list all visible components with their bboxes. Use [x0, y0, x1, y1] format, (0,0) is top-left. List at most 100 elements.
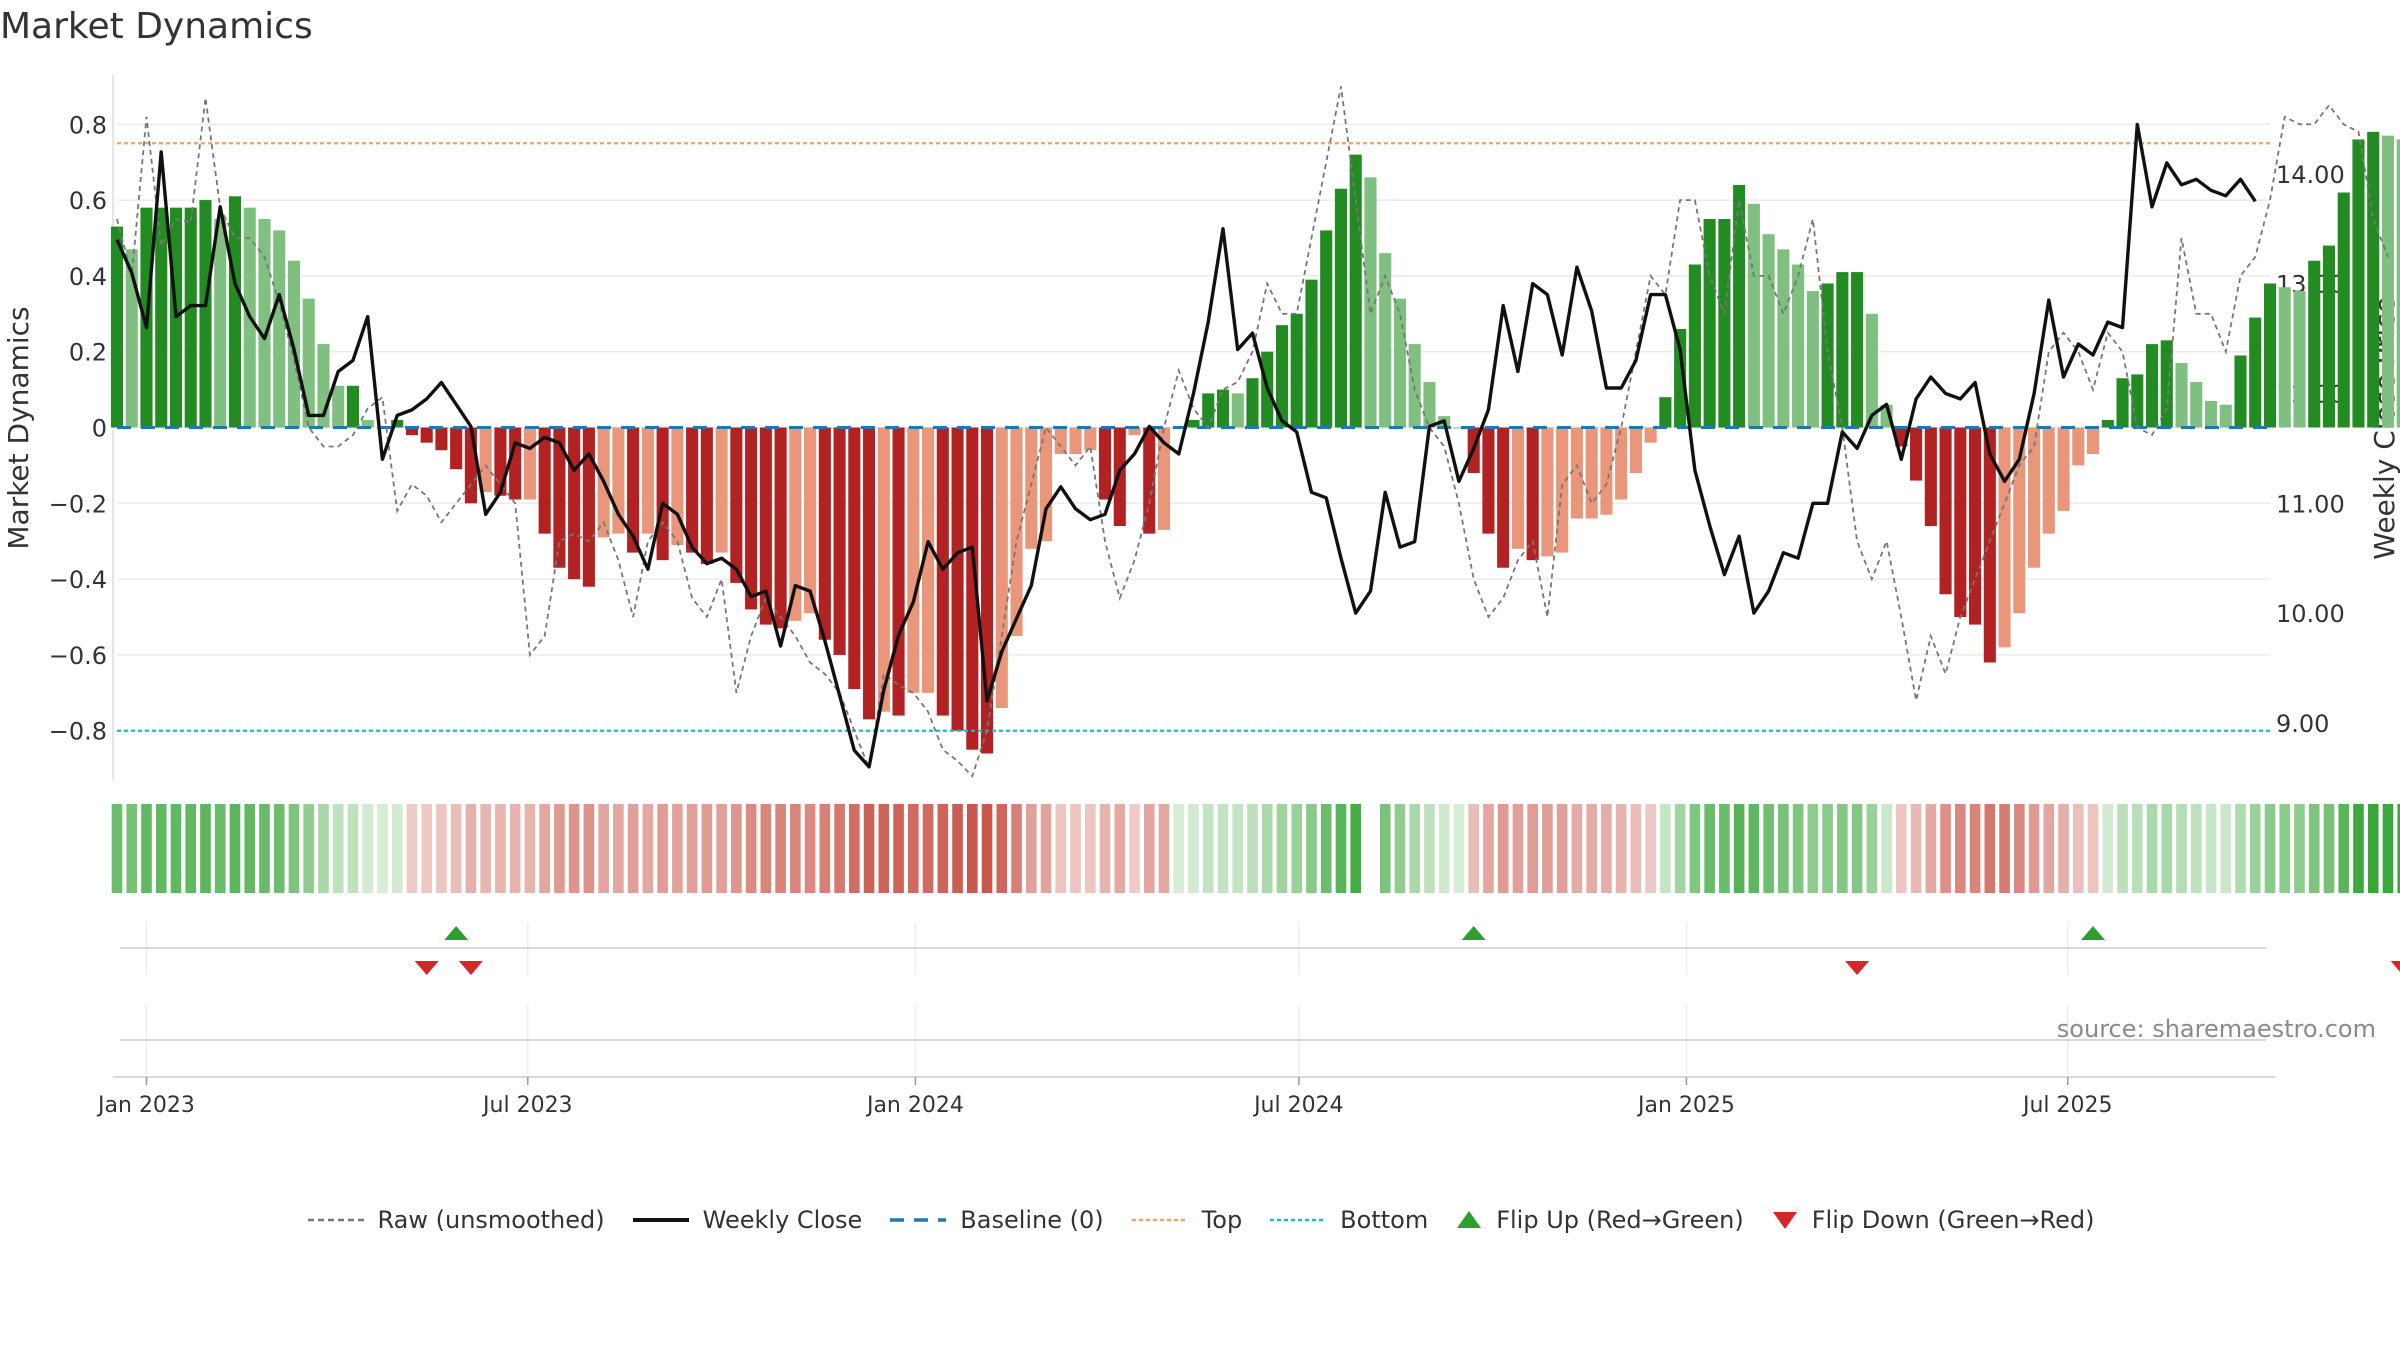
- heat-strip-cell: [996, 804, 1008, 893]
- heat-strip-cell: [1143, 804, 1155, 893]
- heat-strip-cell: [2043, 804, 2055, 893]
- bar: [1806, 291, 1819, 428]
- x-tick-label: Jul 2024: [1252, 1093, 1344, 1118]
- bar: [2042, 427, 2055, 534]
- heat-strip-cell: [1158, 804, 1170, 893]
- heat-strip-cell: [1807, 804, 1819, 893]
- bar: [951, 427, 964, 731]
- heat-strip-cell: [775, 804, 786, 893]
- bar: [715, 427, 728, 553]
- heat-strip-cell: [303, 804, 315, 893]
- heat-strip-cell: [1999, 804, 2010, 893]
- heat-strip-cell: [480, 804, 491, 893]
- heat-strip-cell: [716, 804, 727, 893]
- bar: [656, 427, 669, 561]
- heat-strip-cell: [1866, 804, 1878, 893]
- heat-strip-cell: [1438, 804, 1450, 893]
- heat-strip-cell: [2013, 804, 2025, 893]
- heat-strip-cell: [849, 804, 860, 893]
- legend: Raw (unsmoothed) Weekly Close Baseline (…: [0, 1206, 2400, 1234]
- bar: [1939, 427, 1952, 595]
- heat-strip-cell: [2102, 804, 2114, 893]
- heat-strip-cell: [1778, 804, 1789, 893]
- heat-strip-cell: [1571, 804, 1583, 893]
- legend-item-baseline: Baseline (0): [888, 1206, 1104, 1234]
- heat-strip-cell: [1542, 804, 1553, 893]
- bar: [1010, 427, 1023, 636]
- bar: [2219, 404, 2232, 428]
- bar: [789, 427, 802, 621]
- heat-strip-cell: [465, 804, 477, 893]
- dotted-orange-line-icon: [1131, 1218, 1188, 1222]
- heat-strip-cell: [126, 804, 138, 893]
- heat-strip-cell: [1468, 804, 1479, 893]
- bar: [1747, 203, 1760, 428]
- legend-label-top: Top: [1201, 1206, 1243, 1234]
- legend-label-baseline: Baseline (0): [960, 1206, 1104, 1234]
- bar: [966, 427, 979, 750]
- heat-strip-cell: [1601, 804, 1612, 893]
- heat-strip-cell: [1084, 804, 1096, 893]
- bar: [1349, 154, 1362, 428]
- red-down-triangle-icon: [1772, 1212, 1797, 1229]
- bar: [730, 427, 743, 583]
- bar: [818, 427, 831, 640]
- heat-strip-cell: [273, 804, 285, 893]
- heat-strip-cell: [200, 804, 211, 893]
- bar: [1570, 427, 1583, 519]
- bar: [2057, 427, 2070, 511]
- bar: [1762, 234, 1775, 428]
- bar: [907, 427, 920, 693]
- bar: [2322, 245, 2336, 428]
- bar: [199, 200, 212, 428]
- heat-strip-cell: [952, 804, 963, 893]
- heat-strip-cell: [1129, 804, 1140, 893]
- bar: [2308, 260, 2321, 428]
- bar: [1054, 427, 1067, 455]
- heat-strip-cell: [2131, 804, 2143, 893]
- bar: [1924, 427, 1937, 527]
- heat-strip-cell: [2072, 804, 2084, 893]
- dashed-blue-line-icon: [890, 1218, 947, 1222]
- bar: [1674, 328, 1687, 428]
- bar: [2028, 427, 2041, 568]
- bar: [125, 249, 138, 428]
- legend-item-flip-down: Flip Down (Green→Red): [1770, 1206, 2095, 1234]
- flip-down-marker: [2390, 961, 2400, 972]
- bar: [2278, 287, 2291, 428]
- bar: [1969, 427, 1982, 625]
- bar: [391, 419, 404, 428]
- heat-strip-cell: [760, 804, 772, 893]
- heat-strip-cell: [1409, 804, 1421, 893]
- bar: [1275, 325, 1289, 428]
- bar: [700, 427, 713, 564]
- bar: [110, 226, 124, 428]
- heat-strip-cell: [554, 804, 565, 893]
- heat-strip-cell: [1615, 804, 1627, 893]
- heat-strip-cell: [627, 804, 639, 893]
- right-tick-label: 10.00: [2276, 600, 2345, 628]
- heat-strip-cell: [1379, 804, 1391, 893]
- heat-strip-cell: [1497, 804, 1509, 893]
- heat-strip-cell: [2353, 804, 2364, 893]
- bar: [1290, 313, 1303, 428]
- heat-strip-cell: [1011, 804, 1022, 893]
- bar: [214, 219, 227, 428]
- bar: [1364, 177, 1377, 428]
- bar: [2175, 363, 2188, 428]
- bar: [641, 427, 654, 534]
- raw-series-line: [116, 86, 2389, 778]
- bar: [1423, 382, 1436, 428]
- heat-strip-cell: [642, 804, 654, 893]
- x-tick-label: Jan 2025: [1636, 1093, 1735, 1118]
- bar: [1202, 393, 1215, 428]
- heat-strip-cell: [1276, 804, 1288, 893]
- bar: [2396, 139, 2400, 428]
- heat-strip-cell: [1689, 804, 1701, 893]
- heat-strip-cell: [2146, 804, 2158, 893]
- heat-strip-cell: [1261, 804, 1273, 893]
- left-tick-label: −0.4: [49, 566, 107, 594]
- heat-strip-cell: [1763, 804, 1774, 893]
- bar: [1393, 298, 1406, 428]
- legend-item-bottom: Bottom: [1268, 1206, 1428, 1234]
